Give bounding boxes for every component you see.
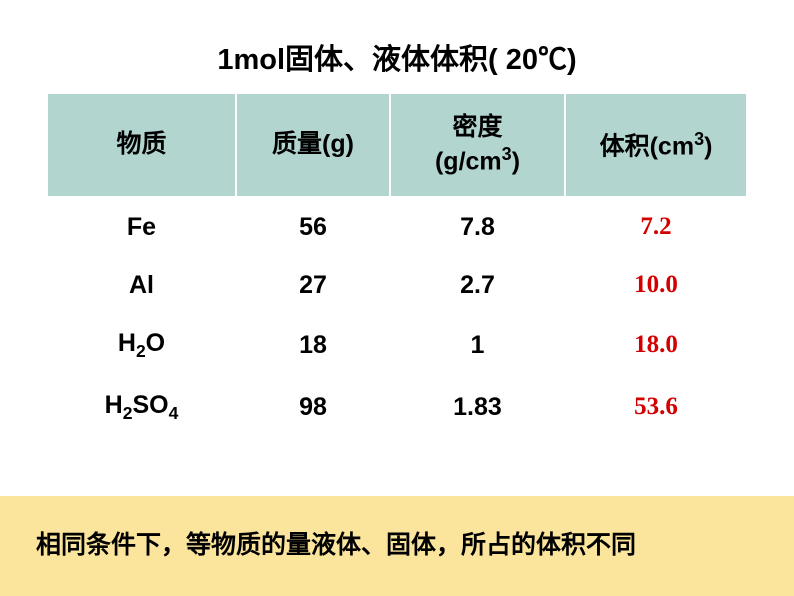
cell-volume: 53.6 (565, 376, 747, 438)
table-row: H2O18118.0 (47, 314, 747, 376)
table-row: H2SO4981.8353.6 (47, 376, 747, 438)
data-table: 物质 质量(g) 密度 (g/cm3) 体积(cm3) Fe567.87.2Al… (46, 92, 748, 438)
cell-density: 1.83 (390, 376, 565, 438)
header-substance: 物质 (47, 93, 236, 197)
cell-density: 1 (390, 314, 565, 376)
cell-mass: 56 (236, 197, 390, 256)
header-volume-pre: 体积(cm (600, 132, 694, 160)
cell-substance: Al (47, 256, 236, 314)
header-density-sup: 3 (502, 144, 512, 164)
header-volume-sup: 3 (694, 129, 704, 149)
table-header-row: 物质 质量(g) 密度 (g/cm3) 体积(cm3) (47, 93, 747, 197)
header-density: 密度 (g/cm3) (390, 93, 565, 197)
table-body: Fe567.87.2Al272.710.0H2O18118.0H2SO4981.… (47, 197, 747, 438)
header-volume-post: ) (704, 132, 712, 160)
table-row: Al272.710.0 (47, 256, 747, 314)
header-density-l2: (g/cm (435, 148, 502, 176)
header-volume: 体积(cm3) (565, 93, 747, 197)
title-unit: ℃ (538, 44, 567, 76)
cell-density: 2.7 (390, 256, 565, 314)
cell-mass: 18 (236, 314, 390, 376)
page-title: 1mol固体、液体体积( 20℃) (0, 0, 794, 92)
cell-substance: H2O (47, 314, 236, 376)
cell-mass: 27 (236, 256, 390, 314)
cell-substance: H2SO4 (47, 376, 236, 438)
cell-volume: 10.0 (565, 256, 747, 314)
header-density-close: ) (512, 148, 520, 176)
cell-volume: 18.0 (565, 314, 747, 376)
header-density-l1: 密度 (452, 113, 502, 141)
header-mass: 质量(g) (236, 93, 390, 197)
cell-volume: 7.2 (565, 197, 747, 256)
cell-substance: Fe (47, 197, 236, 256)
title-post: ) (567, 44, 577, 76)
table-row: Fe567.87.2 (47, 197, 747, 256)
note-text: 相同条件下，等物质的量液体、固体，所占的体积不同 (36, 531, 636, 559)
note-box: 相同条件下，等物质的量液体、固体，所占的体积不同 (0, 496, 794, 596)
title-pre: 1mol固体、液体体积( 20 (217, 44, 538, 76)
table-container: 物质 质量(g) 密度 (g/cm3) 体积(cm3) Fe567.87.2Al… (46, 92, 748, 438)
cell-density: 7.8 (390, 197, 565, 256)
cell-mass: 98 (236, 376, 390, 438)
